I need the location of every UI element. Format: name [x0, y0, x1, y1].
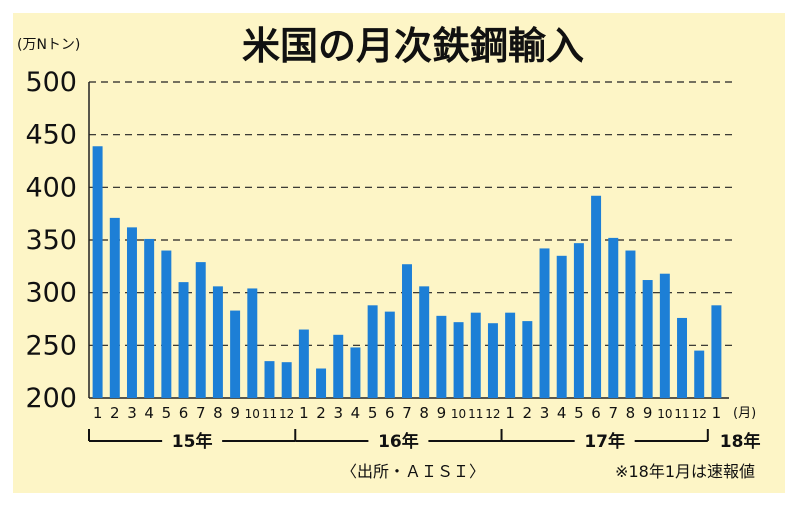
bar: [92, 146, 103, 398]
year-label: 17年: [584, 431, 625, 452]
x-tick-label: 10: [245, 407, 260, 421]
year-groups: 15年 16年 17年 18年: [88, 429, 761, 452]
bar: [109, 217, 120, 398]
x-tick-label: 12: [692, 407, 707, 421]
bar: [419, 286, 430, 398]
x-tick-label: 1: [93, 404, 103, 422]
bar: [625, 250, 636, 398]
x-tick-label: 9: [437, 404, 447, 422]
bar: [436, 315, 447, 398]
bar: [694, 350, 705, 398]
x-tick-label: 3: [127, 404, 137, 422]
bar: [642, 280, 653, 398]
bar: [144, 238, 155, 398]
year-label: 18年: [720, 431, 761, 452]
x-tick-label: 6: [591, 404, 601, 422]
x-tick-label: 2: [110, 404, 120, 422]
x-tick-label: 4: [557, 404, 567, 422]
x-tick-label: 5: [368, 404, 378, 422]
bar: [522, 321, 533, 398]
bar: [161, 250, 172, 398]
x-unit-label: (月): [733, 406, 756, 421]
bar: [264, 361, 275, 398]
y-tick-label: 300: [25, 278, 77, 309]
x-tick-label: 7: [608, 404, 618, 422]
bar: [470, 312, 481, 398]
y-tick-label: 400: [25, 172, 77, 203]
y-tick-label: 500: [25, 67, 77, 98]
bar: [212, 286, 223, 398]
bar: [591, 195, 602, 398]
bar: [608, 237, 619, 398]
year-label: 16年: [378, 431, 419, 452]
x-tick-label: 1: [299, 404, 309, 422]
x-tick-label: 1: [505, 404, 515, 422]
bar: [487, 323, 498, 398]
bar: [402, 264, 412, 398]
bars: [92, 146, 722, 398]
bar: [126, 227, 137, 398]
bar: [195, 262, 206, 398]
x-tick-label: 11: [262, 407, 277, 421]
bar: [711, 305, 722, 398]
x-tick-label: 8: [419, 404, 429, 422]
x-tick-label: 7: [196, 404, 206, 422]
y-tick-labels: 200 250 300 350 400 450 500: [25, 67, 77, 414]
bar: [573, 243, 584, 398]
bar: [556, 255, 567, 398]
bar: [453, 322, 464, 398]
bar-chart: 米国の月次鉄鋼輸入 (万Nトン) 200 250 300 350 400 450 500 1…: [17, 24, 761, 481]
bar: [178, 282, 189, 398]
x-tick-labels: 1 2 3 4 5 6 7 8 9 10 11 12 1 2 3 4 5 6 7 8 9 10 11 12 1 2 3 4 5 6 7 8 9 1…: [93, 404, 721, 422]
x-tick-label: 2: [316, 404, 326, 422]
chart-title: 米国の月次鉄鋼輸入: [242, 24, 584, 68]
bar: [281, 362, 292, 398]
x-tick-label: 9: [643, 404, 653, 422]
x-tick-label: 7: [402, 404, 412, 422]
year-label: 15年: [172, 431, 213, 452]
x-tick-label: 5: [574, 404, 584, 422]
x-tick-label: 1: [712, 404, 722, 422]
y-tick-label: 250: [25, 330, 77, 361]
x-tick-label: 8: [213, 404, 223, 422]
bar: [384, 311, 395, 398]
x-tick-label: 12: [485, 407, 500, 421]
x-tick-label: 11: [674, 407, 689, 421]
bar: [659, 273, 670, 398]
x-tick-label: 3: [540, 404, 550, 422]
bar: [316, 368, 327, 398]
x-tick-label: 4: [351, 404, 361, 422]
x-tick-label: 3: [333, 404, 343, 422]
x-tick-label: 10: [657, 407, 672, 421]
x-tick-label: 5: [162, 404, 172, 422]
bar: [505, 312, 516, 398]
bar: [333, 334, 344, 398]
chart-panel: 米国の月次鉄鋼輸入 (万Nトン) 200 250 300 350 400 450 500 1…: [13, 13, 785, 493]
provisional-note: ※18年1月は速報値: [615, 462, 755, 481]
x-tick-label: 12: [279, 407, 294, 421]
bar: [298, 329, 309, 398]
y-tick-label: 450: [25, 120, 77, 151]
bar: [350, 347, 361, 398]
x-tick-label: 6: [179, 404, 189, 422]
x-tick-label: 10: [451, 407, 466, 421]
y-tick-label: 350: [25, 225, 77, 256]
x-tick-label: 8: [626, 404, 636, 422]
y-tick-label: 200: [25, 383, 77, 414]
x-tick-label: 11: [468, 407, 483, 421]
bar: [230, 310, 241, 398]
x-tick-label: 6: [385, 404, 395, 422]
source-note: 〈出所・ＡＩＳＩ〉: [341, 462, 485, 481]
x-tick-label: 2: [523, 404, 533, 422]
bar: [539, 248, 550, 398]
bar: [677, 317, 688, 398]
bar: [367, 305, 378, 398]
bar: [247, 288, 258, 398]
x-tick-label: 9: [230, 404, 240, 422]
y-unit-label: (万Nトン): [17, 37, 80, 53]
x-tick-label: 4: [144, 404, 154, 422]
